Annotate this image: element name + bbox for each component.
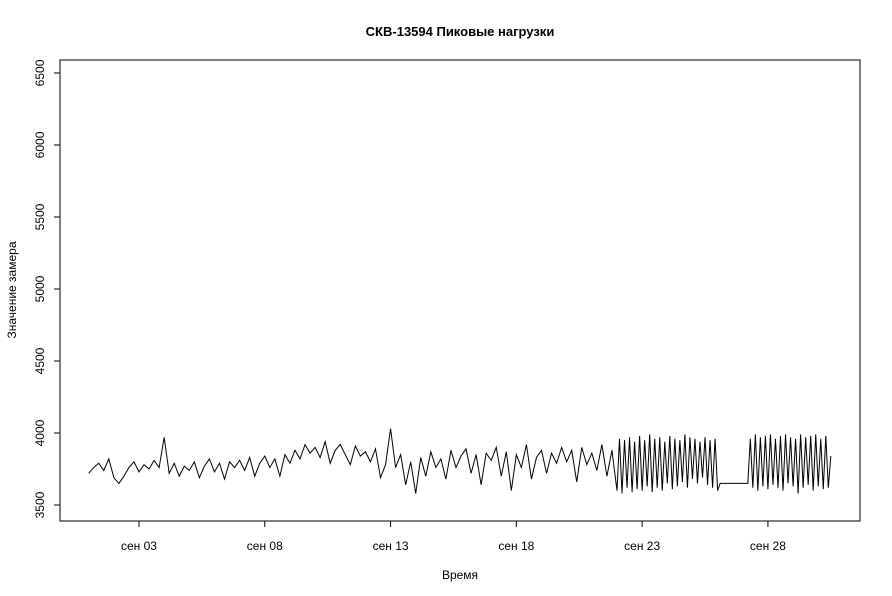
y-tick-label: 4000 — [33, 419, 47, 446]
x-tick-label: сен 28 — [750, 539, 786, 553]
x-tick-label: сен 13 — [373, 539, 409, 553]
y-tick-label: 6500 — [33, 59, 47, 86]
y-tick-label: 4500 — [33, 347, 47, 374]
y-tick-label: 3500 — [33, 491, 47, 518]
series-line — [88, 428, 832, 494]
x-tick-label: сен 08 — [247, 539, 283, 553]
chart-title: СКВ-13594 Пиковые нагрузки — [366, 24, 555, 39]
y-axis-label: Значение замера — [5, 241, 19, 338]
plot-frame — [59, 59, 861, 522]
y-tick-label: 5500 — [33, 203, 47, 230]
x-tick-label: сен 23 — [624, 539, 660, 553]
y-tick-label: 5000 — [33, 275, 47, 302]
x-tick-label: сен 18 — [498, 539, 534, 553]
x-tick-label: сен 03 — [121, 539, 157, 553]
y-tick-label: 6000 — [33, 131, 47, 158]
x-axis-label: Время — [442, 568, 478, 582]
